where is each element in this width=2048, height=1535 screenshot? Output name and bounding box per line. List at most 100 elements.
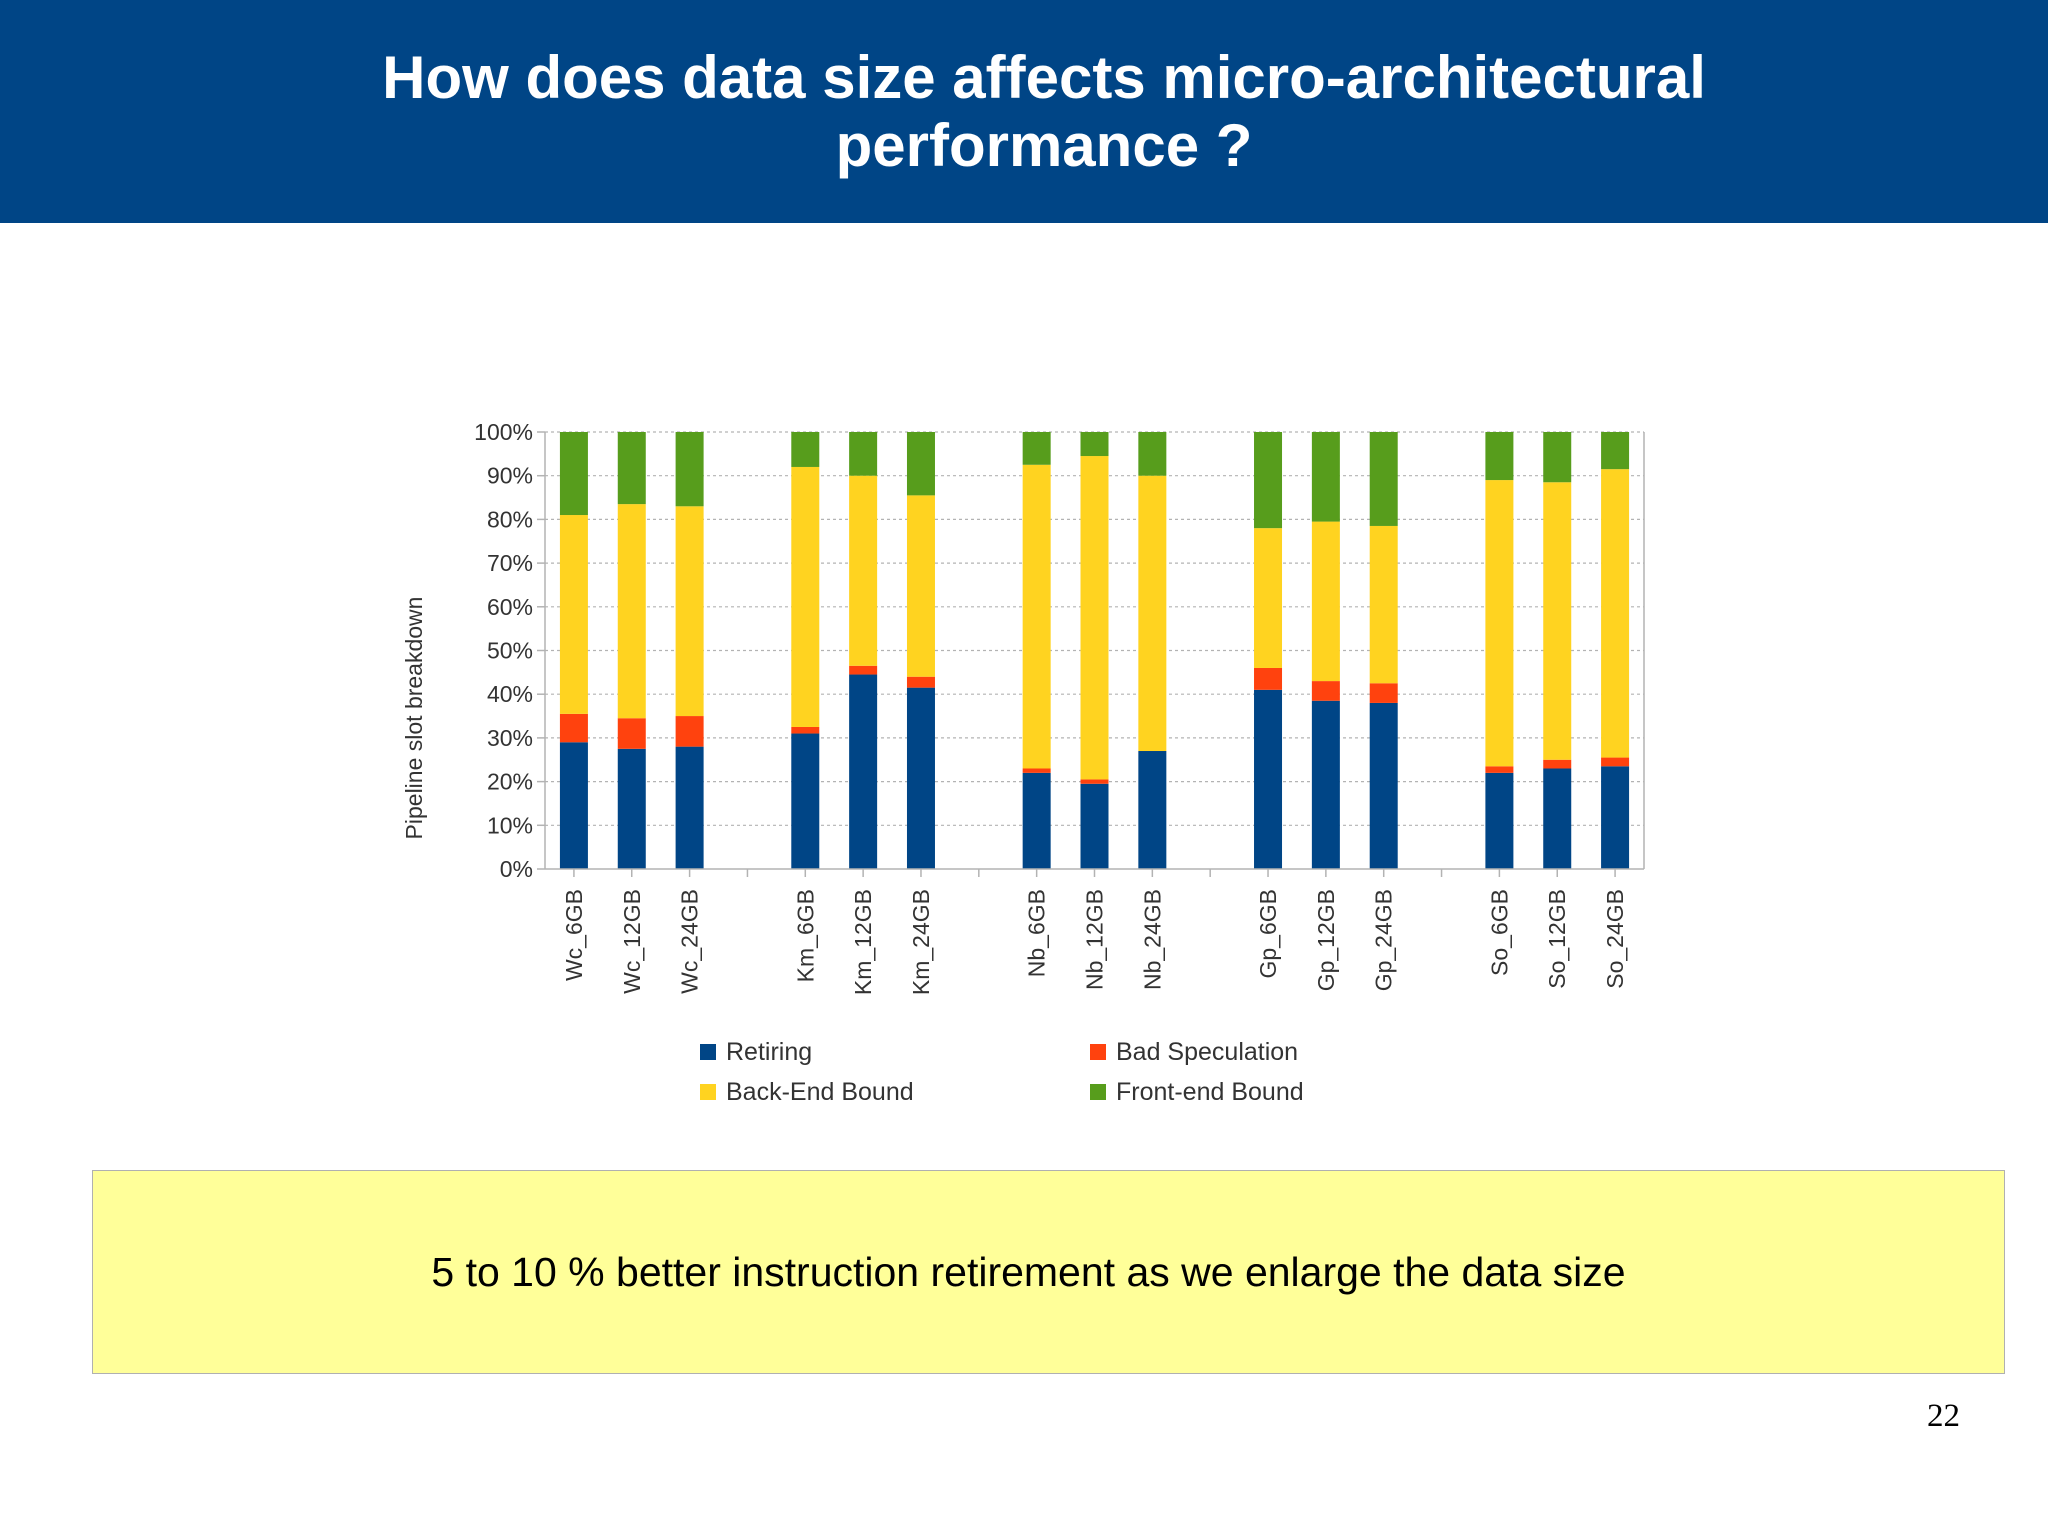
bar-segment-retiring xyxy=(849,674,878,869)
bar-segment-back-end-bound xyxy=(675,506,704,717)
bar-segment-back-end-bound xyxy=(1543,482,1572,760)
chart-x-tick-labels: Wc_6GB Wc_12GB Wc_24GB Km_6GB Km_12GB Km_24GB… xyxy=(561,889,1628,995)
bar-segment-retiring xyxy=(1022,772,1051,869)
x-tick-label: Wc_24GB xyxy=(677,889,703,994)
bar-segment-front-end-bound xyxy=(1080,432,1109,457)
chart-svg: 0% 10% 20% 30% 40% 50% 60% 70% 80% 90% 100% Wc_6GB… xyxy=(401,419,1645,1106)
bar-segment-front-end-bound xyxy=(675,432,704,507)
callout-text: 5 to 10 % better instruction retirement … xyxy=(431,1248,1626,1295)
page-number: 22 xyxy=(1927,1398,1960,1434)
bar-segment-bad-speculation xyxy=(1254,667,1283,690)
x-tick-label: Gp_24GB xyxy=(1371,889,1397,991)
bar-segment-bad-speculation xyxy=(1080,779,1109,784)
bar-segment-front-end-bound xyxy=(1022,432,1051,465)
bar-segment-front-end-bound xyxy=(1254,432,1283,529)
chart-bars xyxy=(559,432,1630,869)
legend-label: Front-end Bound xyxy=(1116,1078,1304,1106)
bar-segment-front-end-bound xyxy=(1601,432,1630,470)
x-tick-label: Nb_6GB xyxy=(1024,889,1050,977)
y-tick-label: 80% xyxy=(487,506,533,532)
bar-segment-back-end-bound xyxy=(1601,469,1630,758)
bar-segment-bad-speculation xyxy=(1601,757,1630,767)
legend-swatch xyxy=(700,1044,716,1060)
bar-segment-retiring xyxy=(1601,766,1630,869)
y-tick-label: 70% xyxy=(487,550,533,576)
x-tick-label: So_24GB xyxy=(1602,889,1628,989)
bar-segment-retiring xyxy=(1254,689,1283,869)
bar-segment-bad-speculation xyxy=(1022,768,1051,773)
stacked-bar-chart: 0% 10% 20% 30% 40% 50% 60% 70% 80% 90% 100% Wc_6GB… xyxy=(390,410,1660,1160)
y-tick-label: 90% xyxy=(487,463,533,489)
x-tick-label: Wc_6GB xyxy=(561,889,587,981)
bar-segment-front-end-bound xyxy=(791,432,820,467)
bar-segment-back-end-bound xyxy=(1254,528,1283,668)
bar-segment-back-end-bound xyxy=(617,504,646,719)
x-tick-label: So_6GB xyxy=(1486,889,1512,976)
bar-segment-back-end-bound xyxy=(559,515,588,714)
bar-segment-bad-speculation xyxy=(617,718,646,749)
x-tick-label: Gp_12GB xyxy=(1313,889,1339,991)
bar-segment-bad-speculation xyxy=(1543,759,1572,769)
bar-segment-front-end-bound xyxy=(1311,432,1340,522)
bar-segment-retiring xyxy=(1485,772,1514,869)
x-tick-label: Km_6GB xyxy=(792,889,818,982)
bar-segment-back-end-bound xyxy=(1369,525,1398,684)
bar-segment-bad-speculation xyxy=(1311,681,1340,701)
legend-label: Retiring xyxy=(726,1038,812,1066)
y-tick-label: 50% xyxy=(487,638,533,664)
x-tick-label: Km_12GB xyxy=(850,889,876,995)
x-tick-label: So_12GB xyxy=(1544,889,1570,989)
bar-segment-back-end-bound xyxy=(1311,521,1340,682)
bar-segment-retiring xyxy=(1369,702,1398,869)
bar-segment-back-end-bound xyxy=(906,495,935,677)
y-tick-label: 10% xyxy=(487,812,533,838)
y-tick-label: 30% xyxy=(487,725,533,751)
bar-segment-back-end-bound xyxy=(1080,456,1109,780)
legend-swatch xyxy=(1090,1044,1106,1060)
y-tick-label: 0% xyxy=(500,856,533,882)
bar-segment-retiring xyxy=(906,687,935,869)
bar-segment-front-end-bound xyxy=(1485,432,1514,481)
x-tick-label: Gp_6GB xyxy=(1255,889,1281,979)
legend-swatch xyxy=(700,1084,716,1100)
bar-segment-retiring xyxy=(791,733,820,869)
bar-segment-front-end-bound xyxy=(559,432,588,516)
bar-segment-front-end-bound xyxy=(1138,432,1167,476)
bar-segment-retiring xyxy=(675,746,704,869)
y-tick-label: 60% xyxy=(487,594,533,620)
legend-label: Bad Speculation xyxy=(1116,1038,1298,1066)
bar-segment-front-end-bound xyxy=(1543,432,1572,483)
bar-segment-front-end-bound xyxy=(906,432,935,496)
bar-segment-front-end-bound xyxy=(1369,432,1398,526)
x-tick-label: Nb_12GB xyxy=(1082,889,1108,990)
bar-segment-bad-speculation xyxy=(1369,683,1398,703)
bar-segment-bad-speculation xyxy=(1485,766,1514,773)
bar-segment-back-end-bound xyxy=(1022,464,1051,769)
bar-segment-retiring xyxy=(1138,751,1167,869)
chart-legend: Retiring Bad Speculation Back-End Bound Fro… xyxy=(700,1038,1304,1106)
bar-segment-retiring xyxy=(1543,768,1572,869)
x-tick-label: Nb_24GB xyxy=(1139,889,1165,990)
callout-box: 5 to 10 % better instruction retirement … xyxy=(92,1170,2005,1374)
title-banner: How does data size affects micro-archite… xyxy=(0,0,2048,223)
legend-label: Back-End Bound xyxy=(726,1078,914,1106)
bar-segment-retiring xyxy=(617,748,646,869)
bar-segment-bad-speculation xyxy=(791,726,820,734)
chart-axes xyxy=(537,431,1645,877)
y-tick-label: 100% xyxy=(474,419,533,445)
y-tick-label: 20% xyxy=(487,769,533,795)
bar-segment-back-end-bound xyxy=(849,475,878,666)
bar-segment-bad-speculation xyxy=(849,665,878,675)
bar-segment-back-end-bound xyxy=(791,466,820,727)
bar-segment-back-end-bound xyxy=(1485,480,1514,767)
bar-segment-front-end-bound xyxy=(849,432,878,476)
bar-segment-retiring xyxy=(1080,783,1109,869)
bar-segment-back-end-bound xyxy=(1138,475,1167,752)
slide-title: How does data size affects micro-archite… xyxy=(382,43,1706,179)
chart-y-tick-labels: 0% 10% 20% 30% 40% 50% 60% 70% 80% 90% 100% xyxy=(474,419,533,882)
bar-segment-bad-speculation xyxy=(559,713,588,743)
bar-segment-retiring xyxy=(1311,700,1340,869)
bar-segment-bad-speculation xyxy=(906,676,935,688)
bar-segment-retiring xyxy=(559,742,588,869)
x-tick-label: Wc_12GB xyxy=(619,889,645,994)
